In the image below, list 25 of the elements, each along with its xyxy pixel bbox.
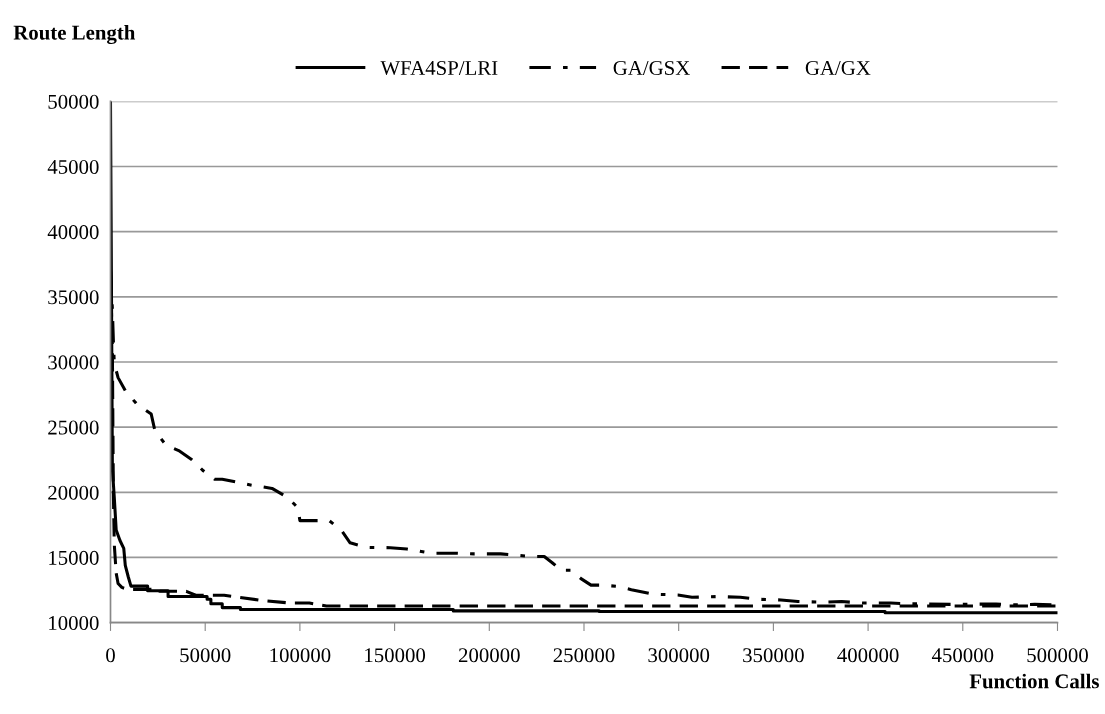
y-tick-label: 25000 [48,420,99,435]
y-tick-label: 30000 [48,355,99,370]
x-tick-label: 150000 [365,648,426,663]
y-axis-title: Route Length [13,24,136,45]
legend-label: GA/GSX [613,60,690,75]
y-tick-label: 15000 [49,550,99,565]
y-tick-label: 35000 [48,290,99,305]
x-tick-label: 350000 [743,648,804,663]
y-tick-label: 20000 [48,485,99,500]
y-tick-label: 40000 [47,225,99,240]
x-tick-label: 500000 [1027,648,1088,663]
x-tick-label: 100000 [270,648,331,663]
x-tick-label: 200000 [458,648,520,663]
x-tick-label: 300000 [648,648,710,663]
x-tick-label: 50000 [180,648,231,663]
x-axis-title: Function Calls [969,673,1099,689]
x-tick-label: 250000 [553,648,615,663]
y-tick-label: 50000 [48,94,99,109]
legend-label: WFA4SP/LRI [380,60,498,76]
x-tick-label: 450000 [931,648,994,663]
x-tick-label: 0 [106,648,115,663]
y-tick-label: 10000 [49,615,99,631]
legend-label: GA/GX [805,60,871,75]
x-tick-label: 400000 [837,648,899,663]
y-tick-label: 45000 [47,159,99,174]
